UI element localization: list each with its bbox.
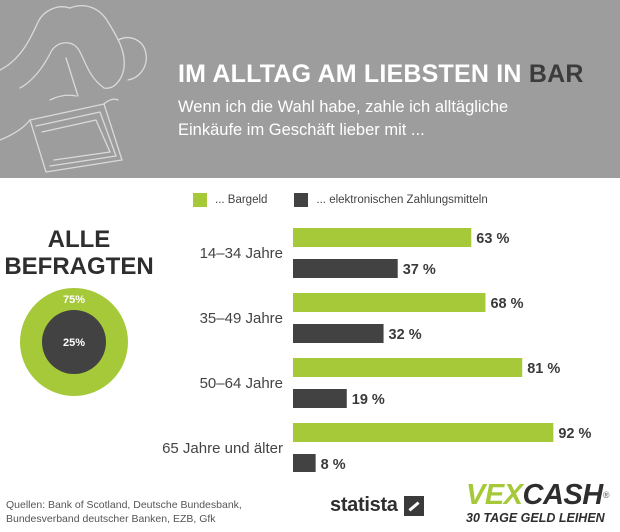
bar-value-label: 81 % [527, 361, 560, 377]
chart-legend: ... Bargeld ... elektronischen Zahlungsm… [193, 192, 515, 208]
vexcash-logo: VEXCASH® 30 TAGE GELD LEIHEN [466, 480, 616, 525]
statista-logo: statista [330, 494, 424, 517]
category-label: 14–34 Jahre [200, 245, 283, 262]
vexcash-tagline: 30 TAGE GELD LEIHEN [466, 511, 605, 525]
sources-note: Quellen: Bank of Scotland, Deutsche Bund… [6, 498, 306, 526]
legend-label-cash: ... Bargeld [215, 194, 268, 206]
title-main: IM ALLTAG AM LIEBSTEN IN [178, 60, 529, 88]
bar-electronic [293, 454, 316, 472]
donut-label-electronic: 25% [63, 337, 85, 349]
donut-center-electronic [42, 310, 106, 374]
bar-electronic [293, 259, 398, 278]
hand-holding-cash-icon [0, 5, 147, 173]
bar-value-label: 92 % [558, 426, 591, 442]
bar-cash [293, 423, 554, 442]
bar-electronic [293, 389, 347, 408]
category-label: 50–64 Jahre [200, 375, 283, 392]
all-respondents-title: ALLE BEFRAGTEN [4, 226, 154, 280]
title-accent: BAR [528, 60, 584, 88]
vexcash-wordmark-part-2: CASH [522, 479, 604, 511]
registered-mark: ® [602, 490, 610, 500]
subtitle-line-1: Wenn ich die Wahl habe, zahle ich alltäg… [178, 98, 509, 116]
bar-value-label: 19 % [352, 392, 385, 408]
bar-value-label: 63 % [476, 231, 509, 247]
sources-line-2: Bundesverband deutscher Banken, EZB, Gfk [6, 513, 216, 525]
page-title: IM ALLTAG AM LIEBSTEN IN BAR [178, 60, 584, 89]
bar-cash [293, 358, 523, 377]
legend-label-electronic: ... elektronischen Zahlungsmitteln [316, 194, 488, 206]
category-label: 35–49 Jahre [200, 310, 283, 327]
donut-label-cash: 75% [63, 294, 85, 306]
legend-swatch-cash [193, 193, 207, 207]
statista-wordmark: statista [330, 494, 398, 516]
statista-mark-icon [403, 495, 424, 516]
age-group-bar-chart: 14–34 Jahre 63 % 37 % 35–49 Jahre 68 % 32 % 50… [162, 228, 592, 472]
bar-cash [293, 293, 486, 312]
header-banner: IM ALLTAG AM LIEBSTEN IN BAR Wenn ich di… [0, 0, 620, 178]
bar-value-label: 37 % [403, 262, 436, 278]
bar-value-label: 68 % [490, 296, 523, 312]
all-respondents-line-1: ALLE [47, 226, 111, 253]
legend-swatch-electronic [294, 193, 309, 207]
all-respondents-line-2: BEFRAGTEN [4, 253, 154, 280]
sources-line-1: Quellen: Bank of Scotland, Deutsche Bund… [6, 499, 242, 511]
bar-value-label: 32 % [389, 327, 422, 343]
legend-item-cash: ... Bargeld [193, 193, 267, 207]
category-label: 65 Jahre und älter [162, 440, 283, 457]
bar-electronic [293, 324, 384, 343]
bar-value-label: 8 % [321, 457, 346, 472]
bar-cash [293, 228, 472, 247]
subtitle-line-2: Einkäufe im Geschäft lieber mit ... [178, 121, 425, 139]
vexcash-wordmark: VEXCASH® [466, 480, 616, 510]
all-respondents-donut-chart: 75% 25% [20, 288, 128, 396]
page-subtitle: Wenn ich die Wahl habe, zahle ich alltäg… [178, 96, 598, 142]
vexcash-wordmark-part-1: VEX [466, 479, 523, 511]
legend-item-electronic: ... elektronischen Zahlungsmitteln [294, 193, 488, 207]
